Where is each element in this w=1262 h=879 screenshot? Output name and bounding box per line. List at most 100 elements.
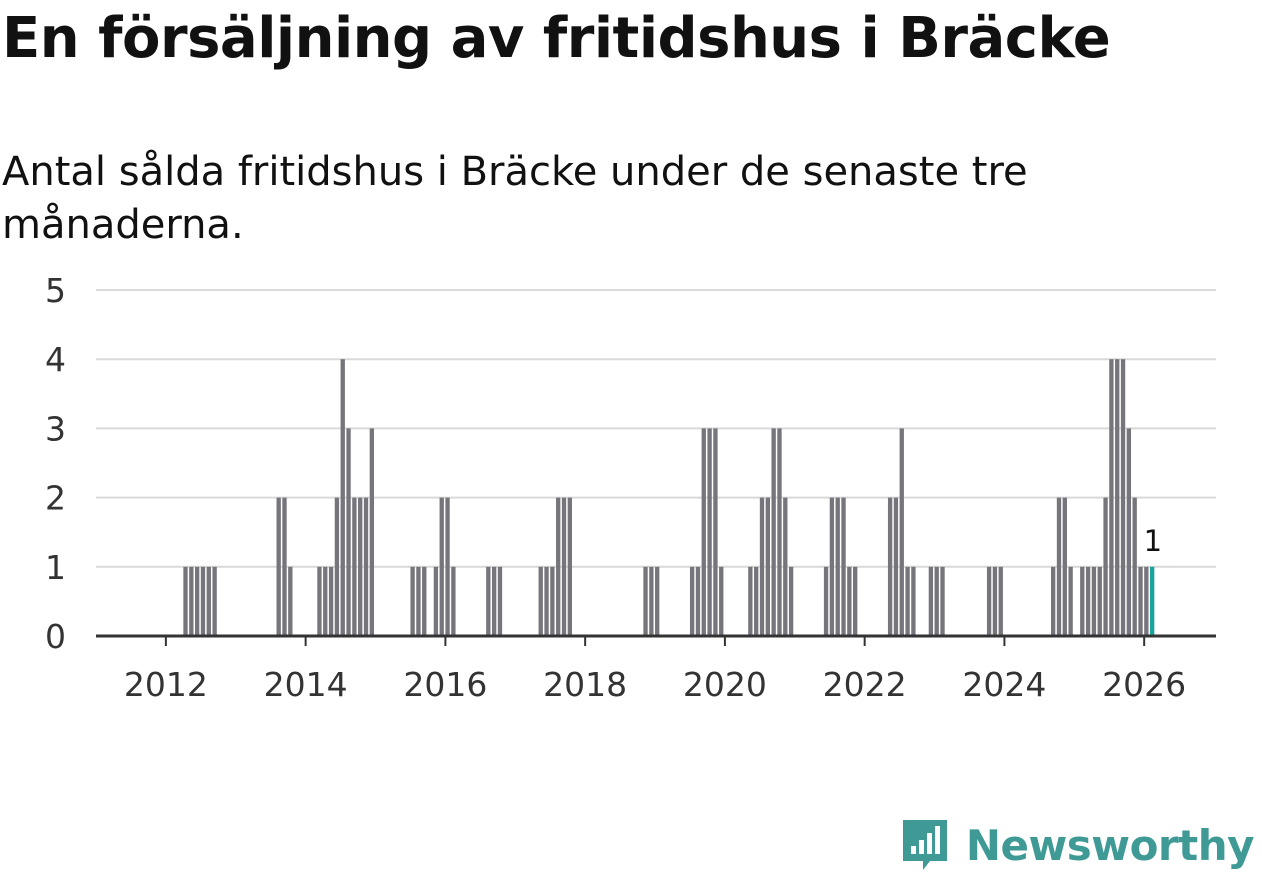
bar	[445, 497, 450, 636]
bar	[288, 566, 293, 636]
data-labels: 1	[1144, 524, 1162, 558]
bar	[439, 497, 444, 636]
bar	[416, 566, 421, 636]
bar	[689, 566, 695, 636]
x-tick-label: 2018	[543, 665, 627, 704]
bar	[497, 566, 503, 636]
bar	[1080, 566, 1085, 636]
bar	[655, 566, 660, 636]
bar	[206, 566, 211, 636]
bar	[433, 566, 439, 636]
bar	[986, 566, 992, 636]
x-tick-label: 2026	[1102, 665, 1186, 704]
bar	[567, 497, 573, 636]
bar	[491, 566, 497, 636]
bar	[759, 497, 765, 636]
bar	[328, 566, 334, 636]
bar	[829, 497, 835, 636]
gridlines	[96, 289, 1216, 568]
bar	[194, 566, 200, 636]
bar	[200, 566, 206, 636]
x-tick-label: 2024	[962, 665, 1046, 704]
bar	[1097, 566, 1102, 636]
bar	[282, 497, 287, 636]
bar	[276, 497, 281, 636]
bar	[847, 566, 852, 636]
bar	[561, 497, 567, 636]
bar	[695, 566, 701, 636]
bar	[1062, 497, 1067, 636]
newsworthy-chart-icon	[902, 820, 947, 870]
bar	[1068, 566, 1073, 636]
y-tick-label: 3	[45, 409, 66, 448]
bar	[183, 566, 188, 636]
bar	[212, 566, 217, 636]
bar	[928, 566, 934, 636]
bar	[777, 428, 782, 636]
bar	[334, 497, 340, 636]
bar	[544, 566, 549, 636]
bar	[451, 566, 456, 636]
bar	[1115, 359, 1120, 636]
bar	[748, 566, 753, 636]
bar	[317, 566, 322, 636]
bar	[1138, 566, 1143, 636]
bar	[1144, 566, 1149, 636]
bar	[765, 497, 770, 636]
bar	[346, 428, 351, 636]
bar	[1051, 566, 1056, 636]
y-tick-label: 2	[45, 479, 66, 518]
bar	[189, 566, 194, 636]
y-tick-label: 1	[45, 548, 66, 587]
x-tick-label: 2012	[124, 665, 208, 704]
bar	[422, 566, 427, 636]
bar	[556, 497, 561, 636]
bar	[369, 428, 375, 636]
bar	[1056, 497, 1062, 636]
bar	[1091, 566, 1097, 636]
y-axis-ticks: 0 1 2 3 4 5	[45, 271, 66, 656]
bar	[934, 566, 939, 636]
x-tick-label: 2022	[823, 665, 907, 704]
brand-name: Newsworthy	[965, 820, 1255, 870]
bar	[788, 566, 794, 636]
x-tick-label: 2014	[264, 665, 348, 704]
bar	[823, 566, 829, 636]
x-tick-label: 2016	[403, 665, 487, 704]
bar	[1103, 497, 1108, 636]
bar	[998, 566, 1003, 636]
bars	[183, 359, 1155, 636]
bar	[1120, 359, 1126, 636]
bar	[1085, 566, 1091, 636]
bar	[363, 497, 369, 636]
highlighted-bar	[1150, 566, 1155, 636]
y-tick-label: 5	[45, 271, 66, 310]
chart-subtitle: Antal sålda fritidshus i Bräcke under de…	[2, 149, 1028, 248]
data-label: 1	[1144, 524, 1162, 558]
bar	[783, 497, 788, 636]
bar	[771, 428, 776, 636]
bar	[911, 566, 916, 636]
bar	[853, 566, 858, 636]
bar	[550, 566, 555, 636]
bar	[905, 566, 910, 636]
bar	[713, 428, 718, 636]
x-tick-label: 2020	[683, 665, 767, 704]
bar	[649, 566, 654, 636]
bar	[410, 566, 415, 636]
chart-title: En försäljning av fritidshus i Bräcke	[2, 6, 1111, 71]
bar	[707, 428, 712, 636]
x-axis-ticks: 2012 2014 2016 2018 2020 2022 2024 2026	[124, 636, 1186, 704]
bar	[340, 359, 345, 636]
bar	[1109, 359, 1114, 636]
bar	[701, 428, 706, 636]
bar	[887, 497, 893, 636]
bar	[358, 497, 363, 636]
bar	[754, 566, 759, 636]
bar	[643, 566, 648, 636]
bar	[352, 497, 357, 636]
bar	[841, 497, 846, 636]
bar	[940, 566, 945, 636]
bar	[323, 566, 328, 636]
brand: Newsworthy	[900, 817, 1255, 873]
